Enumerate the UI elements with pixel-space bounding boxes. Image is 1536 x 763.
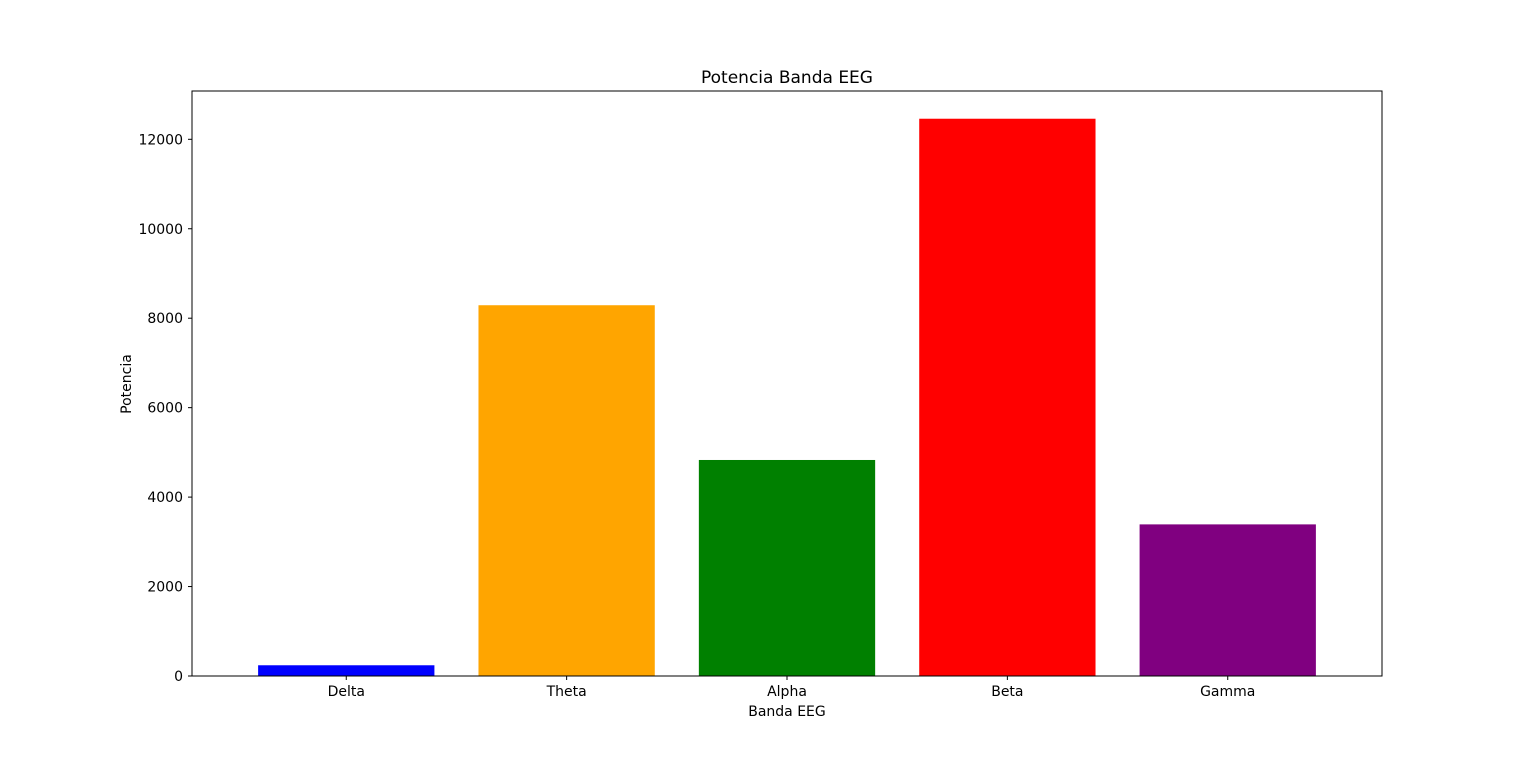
bar-theta [478, 305, 655, 676]
bar-delta [258, 665, 435, 676]
y-tick-label: 6000 [147, 401, 183, 417]
x-axis-label: Banda EEG [748, 704, 826, 720]
x-tick-label: Beta [991, 684, 1023, 700]
chart-title: Potencia Banda EEG [701, 68, 873, 88]
bars-group [258, 118, 1316, 676]
y-axis: 0 2000 4000 6000 8000 10000 12000 [138, 132, 192, 685]
y-tick-label: 8000 [147, 311, 183, 327]
y-axis-label: Potencia [119, 354, 135, 414]
bar-gamma [1139, 524, 1316, 676]
x-tick-label: Gamma [1200, 684, 1255, 700]
plot-frame [191, 90, 1383, 677]
y-tick-label: 2000 [147, 580, 183, 596]
y-tick-label: 12000 [138, 132, 183, 148]
x-tick-label: Delta [328, 684, 365, 700]
y-tick-label: 4000 [147, 490, 183, 506]
bar-beta [919, 118, 1096, 676]
x-tick-label: Theta [546, 684, 587, 700]
x-axis: Delta Theta Alpha Beta Gamma [328, 676, 1255, 700]
y-tick-label: 10000 [138, 222, 183, 238]
bar-alpha [698, 459, 876, 676]
y-tick-label: 0 [174, 669, 183, 685]
x-tick-label: Alpha [767, 684, 807, 700]
